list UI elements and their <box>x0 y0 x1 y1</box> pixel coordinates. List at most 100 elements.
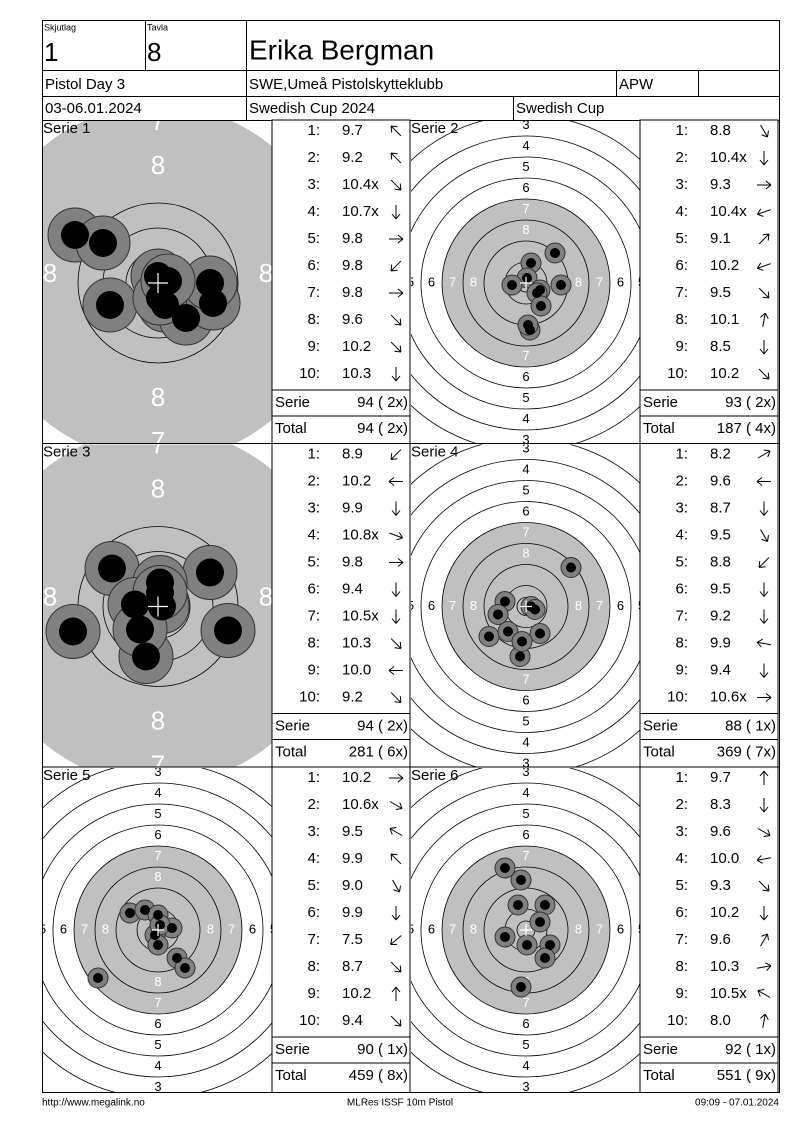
shot-number: 7: <box>675 284 688 301</box>
serie-score: 94 ( 2x) <box>357 394 408 411</box>
shot-number: 1: <box>307 769 320 786</box>
shot-number: 10: <box>299 1012 320 1029</box>
ring-number: 6 <box>617 274 624 289</box>
shot-number: 6: <box>307 904 320 921</box>
shot-number: 1: <box>675 445 688 462</box>
shot <box>500 863 510 873</box>
direction-arrow <box>756 638 771 648</box>
direction-arrow <box>389 827 403 836</box>
target: 8 8 7 7 8 8 <box>43 444 272 779</box>
serie-label: Serie <box>275 394 310 411</box>
ring-number: 5 <box>154 806 161 821</box>
shot-number: 3: <box>307 823 320 840</box>
shot-score: 8.7 <box>710 499 731 516</box>
shot-score: 9.3 <box>710 877 731 894</box>
series-label: Serie 3 <box>43 443 91 460</box>
shooter-name: Erika Bergman <box>249 34 434 65</box>
direction-arrow <box>757 962 772 971</box>
shot-score: 9.8 <box>342 230 363 247</box>
shot <box>523 320 533 330</box>
shot <box>61 221 89 249</box>
date: 03-06.01.2024 <box>45 100 142 117</box>
shot-score: 9.1 <box>710 230 731 247</box>
center-cross <box>152 924 164 936</box>
footer-software: MLRes ISSF 10m Pistol <box>347 1098 453 1109</box>
ring-number: 7 <box>449 274 456 289</box>
direction-arrow <box>392 879 401 893</box>
shot-score: 10.5x <box>710 985 747 1002</box>
direction-arrow <box>388 477 403 486</box>
ring <box>420 177 632 389</box>
shot-number: 9: <box>675 338 688 355</box>
ring-number: 4 <box>18 921 25 936</box>
direction-arrow <box>390 314 402 326</box>
shot <box>180 963 190 973</box>
direction-arrow <box>758 233 770 245</box>
shot <box>503 626 513 637</box>
shot-score: 10.4x <box>342 176 379 193</box>
ring-number: 8 <box>151 705 165 735</box>
ring <box>43 803 272 1057</box>
direction-arrow <box>759 663 769 678</box>
shot <box>140 905 150 915</box>
ring-number: 8 <box>522 545 529 560</box>
ring-number: 6 <box>522 1016 529 1031</box>
direction-arrow <box>757 180 772 190</box>
ring-number: 3 <box>522 432 529 447</box>
direction-arrow <box>759 609 769 624</box>
shot-score: 9.7 <box>710 769 731 786</box>
shot <box>125 908 135 918</box>
shot-number: 8: <box>675 958 688 975</box>
ring-number: 7 <box>522 848 529 863</box>
shot <box>172 953 182 963</box>
shot-score: 9.8 <box>342 257 363 274</box>
shot-number: 5: <box>675 230 688 247</box>
ring-number: 7 <box>522 348 529 363</box>
shot-score: 8.3 <box>710 796 731 813</box>
shot <box>507 280 517 290</box>
shot <box>93 973 103 983</box>
direction-arrow <box>758 880 770 892</box>
shot-score: 10.1 <box>710 311 739 328</box>
total-score: 187 ( 4x) <box>717 420 776 437</box>
shot-number: 8: <box>307 634 320 651</box>
ring-number: 5 <box>154 1037 161 1052</box>
ring-number: 3 <box>522 440 529 455</box>
ring-number: 7 <box>151 749 165 779</box>
shot-score: 8.8 <box>710 553 731 570</box>
shot-number: 2: <box>307 796 320 813</box>
serie-label: Serie <box>643 1041 678 1058</box>
ring-number: 7 <box>522 671 529 686</box>
shot <box>96 291 124 319</box>
ring-number: 4 <box>522 785 529 800</box>
ring <box>462 543 590 670</box>
ring-number: 7 <box>154 848 161 863</box>
shot-score: 10.0 <box>342 661 371 678</box>
shot-score: 10.4x <box>710 149 747 166</box>
ring-number: 8 <box>470 598 477 613</box>
direction-arrow <box>758 557 770 568</box>
shot-score: 8.7 <box>342 958 363 975</box>
ring-number: 6 <box>522 503 529 518</box>
ring-number: 6 <box>154 1016 161 1031</box>
series-label: Serie 6 <box>411 767 459 784</box>
direction-arrow <box>391 582 401 597</box>
direction-arrow <box>391 986 401 1001</box>
shot-score: 10.2 <box>710 904 739 921</box>
ring-number: 6 <box>428 274 435 289</box>
ring-number: 6 <box>522 369 529 384</box>
direction-arrow <box>760 933 769 947</box>
ring-number: 5 <box>522 482 529 497</box>
shot-number: 7: <box>307 607 320 624</box>
shot-number: 3: <box>307 176 320 193</box>
ring-number: 5 <box>39 921 46 936</box>
ring <box>115 887 201 973</box>
direction-arrow <box>757 449 771 459</box>
shot-score: 10.3 <box>342 365 371 382</box>
direction-arrow <box>390 935 402 945</box>
shot-score: 8.9 <box>342 445 363 462</box>
direction-arrow <box>390 692 402 703</box>
shot-score: 9.5 <box>342 823 363 840</box>
shot <box>196 269 224 297</box>
shot <box>196 558 224 587</box>
